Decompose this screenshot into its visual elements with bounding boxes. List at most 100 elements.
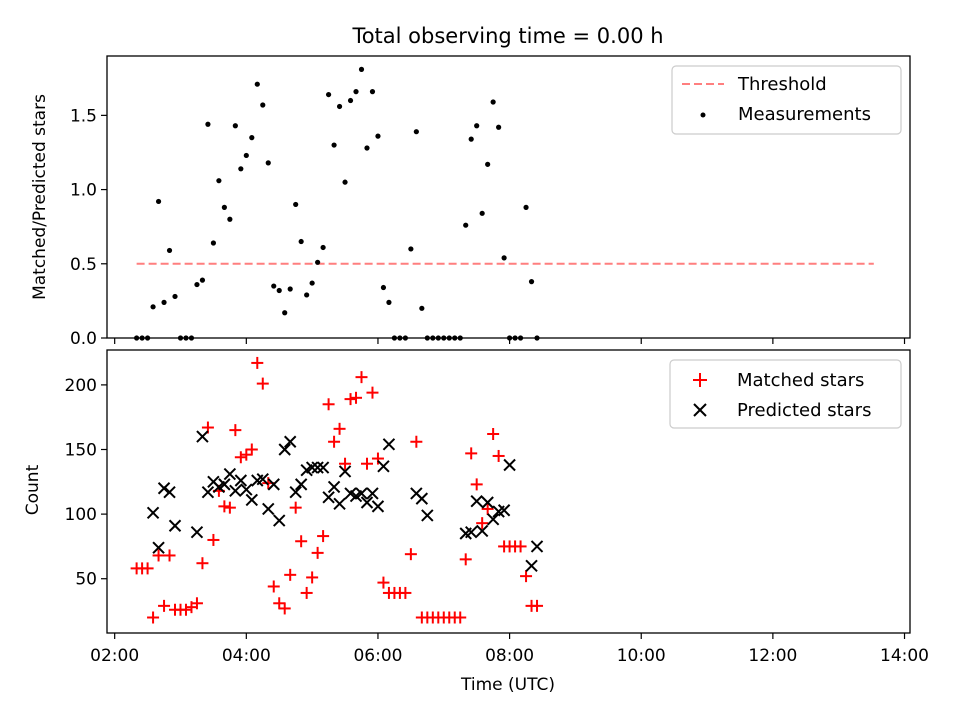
top-y-tick-label: 0.5: [70, 255, 97, 275]
predicted-stars-legend-swatch: [693, 403, 707, 417]
measurement-point: [320, 244, 326, 251]
predicted-star-point: [311, 461, 324, 474]
predicted-star-point: [267, 478, 280, 491]
measurement-point: [347, 97, 354, 104]
measurement-point: [342, 179, 348, 185]
x-tick-label: 04:00: [222, 646, 271, 666]
measurement-point: [528, 279, 535, 285]
measurement-point: [221, 204, 227, 210]
predicted-star-point: [377, 460, 390, 473]
predicted-star-point: [278, 443, 291, 456]
measurement-point: [358, 66, 365, 72]
measurement-point: [413, 129, 419, 135]
matched-star-point: [289, 501, 302, 514]
matched-star-point: [465, 447, 478, 460]
predicted-star-point: [305, 461, 319, 474]
matched-star-point: [371, 452, 384, 465]
predicted-star-point: [146, 506, 160, 520]
measurement-point: [501, 255, 507, 261]
predicted-star-point: [327, 480, 341, 494]
measurement-point: [298, 238, 304, 245]
matched-star-point: [234, 451, 247, 464]
measurement-point: [325, 91, 332, 98]
matched-star-point: [251, 356, 264, 369]
top-legend-box: [671, 65, 902, 135]
matched-stars-legend-label: Matched stars: [737, 370, 864, 391]
measurement-point: [265, 160, 271, 166]
predicted-star-point: [525, 559, 538, 573]
matched-star-point: [317, 530, 330, 543]
measurement-point: [243, 152, 249, 159]
top-y-axis-label: Matched/Predicted stars: [30, 94, 50, 300]
matched-star-point: [278, 602, 291, 615]
bottom-legend: Matched stars Predicted stars: [669, 359, 902, 429]
predicted-star-point: [360, 496, 374, 509]
matched-star-point: [520, 570, 533, 583]
measurement-point: [150, 304, 156, 310]
x-tick-label: 12:00: [748, 646, 797, 666]
matched-star-point: [273, 597, 286, 610]
predicted-star-point: [152, 541, 165, 554]
matched-star-point: [311, 546, 324, 559]
predicted-star-point: [486, 513, 500, 526]
top-axes-frame: [106, 55, 911, 339]
predicted-star-point: [201, 485, 215, 499]
predicted-stars-legend-label: Predicted stars: [737, 400, 871, 421]
measurement-point: [304, 292, 310, 298]
measurement-point: [386, 299, 392, 305]
top-y-tick-label: 1.0: [70, 181, 97, 201]
measurement-point: [336, 103, 343, 110]
predicted-star-point: [223, 467, 237, 481]
predicted-star-point: [371, 500, 385, 513]
measurement-point: [276, 287, 282, 294]
bottom-y-axis: 50 100 150 200: [65, 376, 107, 590]
matched-star-point: [207, 533, 220, 546]
measurement-point: [380, 284, 387, 291]
matched-star-point: [295, 535, 308, 548]
matched-star-point: [190, 597, 203, 610]
bottom-y-tick-label: 200: [65, 376, 97, 396]
predicted-star-point: [333, 497, 346, 510]
predicted-star-point: [530, 540, 544, 553]
matched-star-point: [339, 457, 352, 470]
matched-star-point: [147, 611, 160, 624]
matched-star-point: [196, 557, 209, 570]
matched-star-point: [492, 449, 505, 462]
x-tick-label: 02:00: [90, 646, 139, 666]
matched-star-point: [218, 500, 231, 513]
predicted-star-point: [196, 430, 209, 443]
predicted-star-point: [234, 474, 248, 487]
measurement-point: [369, 89, 376, 95]
measurement-point: [315, 259, 321, 265]
top-y-axis: 0.0 0.5 1.0 1.5: [70, 106, 107, 349]
measurement-point: [485, 161, 491, 167]
matched-star-point: [284, 568, 297, 581]
predicted-star-point: [355, 487, 368, 500]
measurements-legend-swatch: [700, 112, 706, 118]
top-plot-area: [134, 66, 874, 341]
x-tick-label: 08:00: [485, 646, 534, 666]
measurement-point: [309, 280, 315, 286]
matched-star-point: [459, 553, 472, 566]
predicted-star-point: [338, 465, 352, 478]
x-tick-label: 06:00: [353, 646, 402, 666]
measurement-point: [419, 305, 425, 311]
bottom-y-tick-label: 100: [65, 505, 97, 525]
matched-star-point: [240, 448, 253, 461]
measurement-point: [232, 123, 238, 129]
predicted-star-point: [262, 502, 275, 516]
measurement-point: [293, 201, 299, 208]
matched-star-point: [531, 599, 544, 612]
x-axis-label: Time (UTC): [460, 675, 555, 695]
matched-star-point: [333, 422, 346, 435]
matched-star-point: [322, 398, 335, 411]
x-tick-label: 14:00: [880, 646, 929, 666]
predicted-star-point: [497, 504, 511, 517]
predicted-star-point: [322, 491, 335, 504]
measurement-point: [249, 135, 255, 141]
matched-star-point: [366, 386, 379, 399]
matched-star-point: [256, 377, 269, 390]
matched-star-point: [245, 443, 258, 456]
matched-star-point: [179, 603, 192, 616]
